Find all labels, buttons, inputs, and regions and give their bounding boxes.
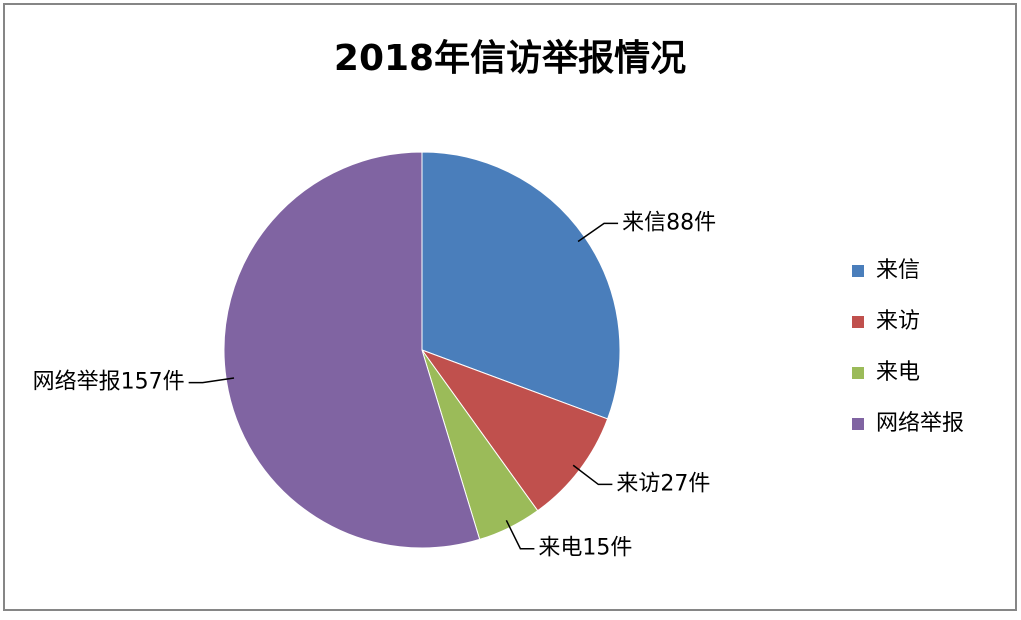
data-label: 来访27件	[616, 471, 710, 496]
data-label: 网络举报157件	[33, 370, 185, 395]
legend-label: 网络举报	[876, 411, 964, 436]
data-label: 来电15件	[538, 536, 632, 561]
legend-swatch	[852, 316, 864, 328]
chart-title: 2018年信访举报情况	[334, 38, 686, 79]
leader-line	[577, 222, 619, 243]
legend-label: 来访	[876, 309, 920, 334]
legend-label: 来电	[876, 360, 920, 385]
legend-swatch	[852, 265, 864, 277]
leader-line	[188, 377, 235, 384]
legend-swatch	[852, 418, 864, 430]
legend-swatch	[852, 367, 864, 379]
legend-label: 来信	[876, 258, 920, 283]
data-label: 来信88件	[622, 210, 716, 235]
leader-line	[572, 464, 613, 486]
leader-line	[505, 520, 535, 550]
